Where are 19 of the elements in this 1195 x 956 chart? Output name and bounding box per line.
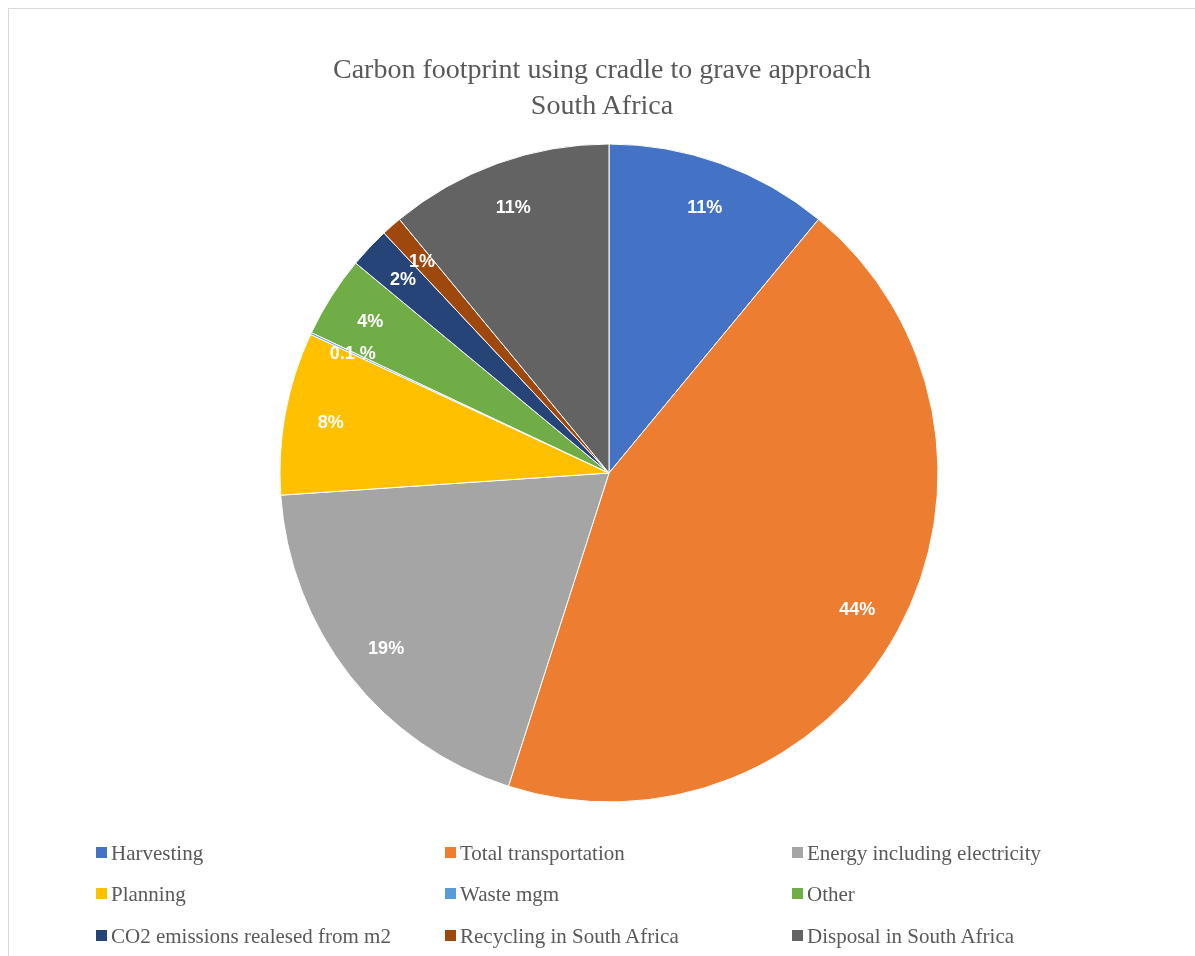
legend-label: Planning [111,882,187,907]
data-label: 11% [687,197,723,218]
data-label: 8% [317,411,344,432]
chart-title: Carbon footprint using cradle to grave approach [332,53,872,84]
legend-label: Waste mgm [460,882,560,907]
data-label: 2% [389,269,416,290]
legend-label: Total transportation [460,841,626,866]
legend-label: Disposal in South Africa [807,924,1015,949]
data-label: 0.1 % [329,343,376,364]
legend-label: CO2 emissions realesed from m2 [111,924,391,949]
data-label: 11% [495,197,531,218]
data-label: 19% [368,637,405,658]
legend-label: Energy including electricity [807,841,1042,866]
legend-label: Other [807,882,855,907]
data-label: 4% [357,311,384,332]
legend-label: Recycling in South Africa [460,924,680,949]
chart-subtitle: South Africa [530,89,674,120]
legend-label: Harvesting [111,841,204,866]
data-label: 44% [839,599,876,620]
